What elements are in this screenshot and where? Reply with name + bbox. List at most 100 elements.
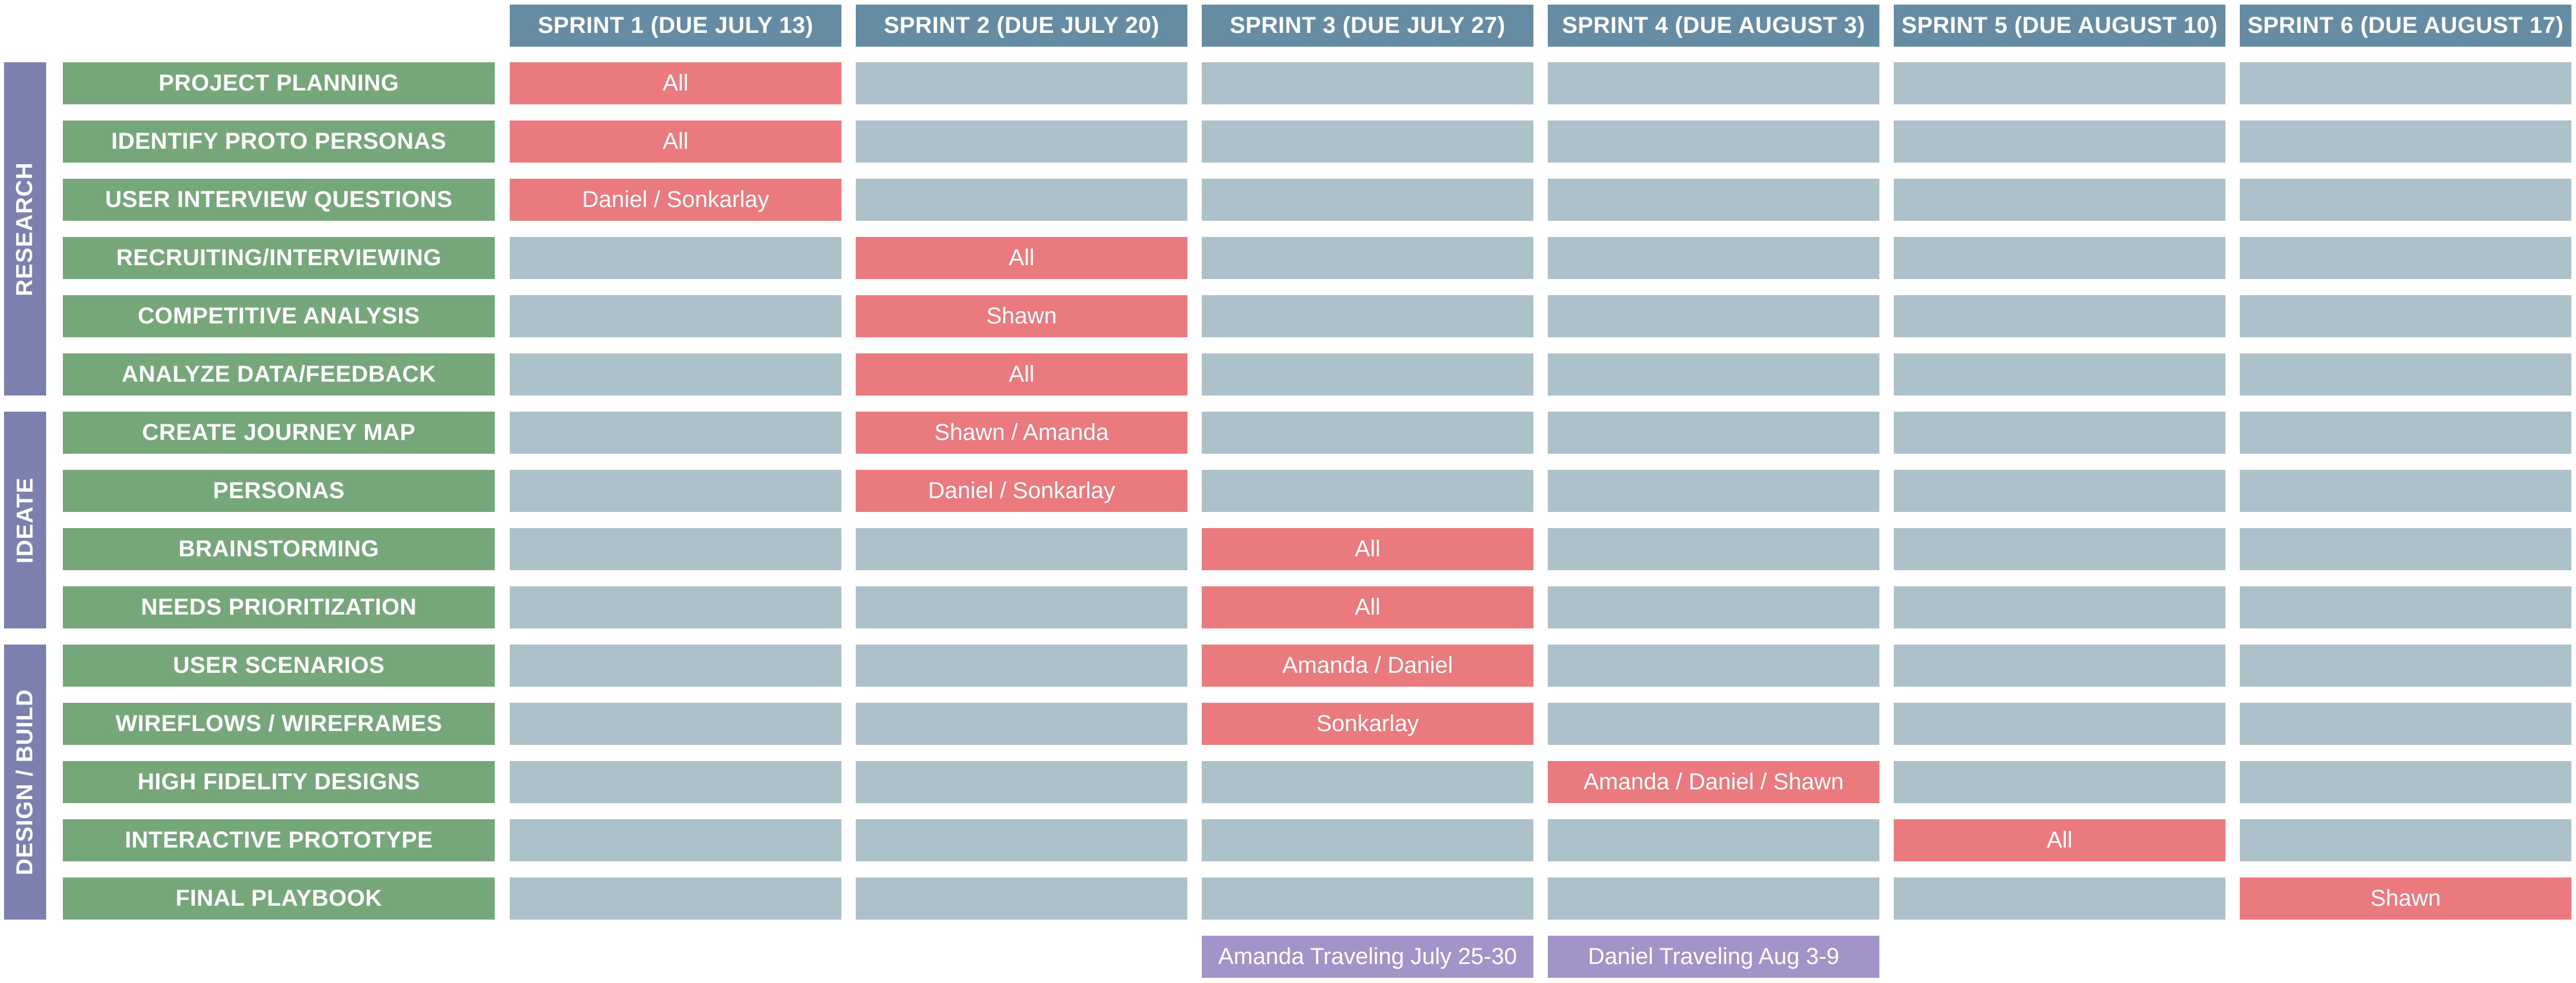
sprint-header-1: SPRINT 1 (DUE JULY 13)	[510, 5, 841, 47]
empty-cell	[510, 528, 841, 570]
assignment-cell: All	[1894, 819, 2225, 861]
empty-cell	[2240, 586, 2571, 628]
empty-cell	[510, 761, 841, 803]
assignment-cell: Daniel / Sonkarlay	[510, 179, 841, 221]
phase-research: RESEARCH	[4, 62, 46, 396]
empty-cell	[510, 470, 841, 512]
task-label: PERSONAS	[63, 470, 495, 512]
empty-cell	[1202, 179, 1533, 221]
empty-cell	[1548, 353, 1879, 396]
empty-cell	[856, 877, 1187, 920]
empty-cell	[856, 761, 1187, 803]
empty-cell	[1548, 877, 1879, 920]
assignment-cell: Amanda / Daniel / Shawn	[1548, 761, 1879, 803]
phase-label: RESEARCH	[12, 161, 38, 296]
phase-ideate: IDEATE	[4, 412, 46, 628]
empty-cell	[510, 412, 841, 454]
empty-cell	[1548, 586, 1879, 628]
empty-cell	[2240, 761, 2571, 803]
empty-cell	[1894, 412, 2225, 454]
empty-cell	[1202, 470, 1533, 512]
assignment-cell: All	[856, 237, 1187, 279]
empty-cell	[510, 237, 841, 279]
empty-cell	[2240, 819, 2571, 861]
task-label: BRAINSTORMING	[63, 528, 495, 570]
empty-cell	[510, 295, 841, 337]
empty-cell	[2240, 120, 2571, 163]
assignment-cell: All	[510, 62, 841, 104]
empty-cell	[2240, 528, 2571, 570]
empty-cell	[1894, 703, 2225, 745]
empty-cell	[856, 819, 1187, 861]
empty-cell	[1202, 412, 1533, 454]
sprint-header-6: SPRINT 6 (DUE AUGUST 17)	[2240, 5, 2571, 47]
empty-cell	[1202, 353, 1533, 396]
empty-cell	[1894, 179, 2225, 221]
empty-cell	[856, 703, 1187, 745]
empty-cell	[1548, 703, 1879, 745]
empty-cell	[1202, 62, 1533, 104]
assignment-cell: All	[1202, 528, 1533, 570]
empty-cell	[1894, 120, 2225, 163]
empty-cell	[1548, 645, 1879, 687]
empty-cell	[2240, 237, 2571, 279]
assignment-cell: Daniel / Sonkarlay	[856, 470, 1187, 512]
empty-cell	[510, 819, 841, 861]
empty-cell	[1202, 237, 1533, 279]
empty-cell	[856, 528, 1187, 570]
empty-cell	[1894, 237, 2225, 279]
empty-cell	[1894, 586, 2225, 628]
travel-note: Amanda Traveling July 25-30	[1202, 936, 1533, 978]
sprint-header-4: SPRINT 4 (DUE AUGUST 3)	[1548, 5, 1879, 47]
empty-cell	[1548, 62, 1879, 104]
assignment-cell: Amanda / Daniel	[1202, 645, 1533, 687]
empty-cell	[1548, 120, 1879, 163]
empty-cell	[856, 586, 1187, 628]
sprint-header-5: SPRINT 5 (DUE AUGUST 10)	[1894, 5, 2225, 47]
task-label: RECRUITING/INTERVIEWING	[63, 237, 495, 279]
task-label: IDENTIFY PROTO PERSONAS	[63, 120, 495, 163]
empty-cell	[1202, 877, 1533, 920]
assignment-cell: Shawn	[856, 295, 1187, 337]
task-label: NEEDS PRIORITIZATION	[63, 586, 495, 628]
assignment-cell: Shawn / Amanda	[856, 412, 1187, 454]
assignment-cell: Sonkarlay	[1202, 703, 1533, 745]
sprint-header-2: SPRINT 2 (DUE JULY 20)	[856, 5, 1187, 47]
empty-cell	[510, 645, 841, 687]
empty-cell	[1548, 179, 1879, 221]
task-label: USER INTERVIEW QUESTIONS	[63, 179, 495, 221]
empty-cell	[1202, 819, 1533, 861]
empty-cell	[2240, 703, 2571, 745]
empty-cell	[1548, 412, 1879, 454]
empty-cell	[1202, 761, 1533, 803]
empty-cell	[510, 353, 841, 396]
empty-cell	[1548, 295, 1879, 337]
empty-cell	[1548, 528, 1879, 570]
task-label: USER SCENARIOS	[63, 645, 495, 687]
task-label: FINAL PLAYBOOK	[63, 877, 495, 920]
sprint-header-3: SPRINT 3 (DUE JULY 27)	[1202, 5, 1533, 47]
phase-design-build: DESIGN / BUILD	[4, 645, 46, 920]
empty-cell	[1894, 353, 2225, 396]
empty-cell	[1894, 645, 2225, 687]
empty-cell	[1202, 120, 1533, 163]
empty-cell	[856, 645, 1187, 687]
assignment-cell: Shawn	[2240, 877, 2571, 920]
task-label: HIGH FIDELITY DESIGNS	[63, 761, 495, 803]
empty-cell	[856, 62, 1187, 104]
empty-cell	[2240, 353, 2571, 396]
empty-cell	[2240, 62, 2571, 104]
empty-cell	[510, 586, 841, 628]
empty-cell	[2240, 179, 2571, 221]
task-label: COMPETITIVE ANALYSIS	[63, 295, 495, 337]
task-label: ANALYZE DATA/FEEDBACK	[63, 353, 495, 396]
empty-cell	[856, 179, 1187, 221]
empty-cell	[1894, 62, 2225, 104]
empty-cell	[1894, 528, 2225, 570]
assignment-cell: All	[510, 120, 841, 163]
assignment-cell: All	[1202, 586, 1533, 628]
empty-cell	[1894, 295, 2225, 337]
task-label: PROJECT PLANNING	[63, 62, 495, 104]
task-label: WIREFLOWS / WIREFRAMES	[63, 703, 495, 745]
